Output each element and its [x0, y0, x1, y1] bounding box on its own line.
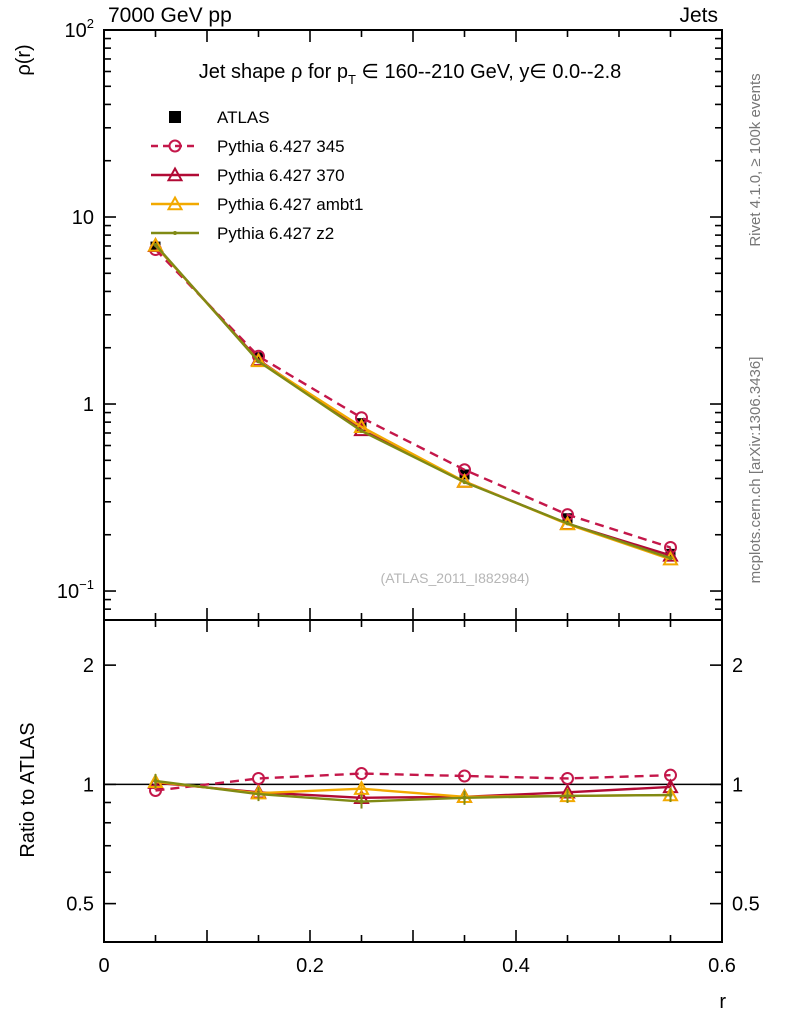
- legend-item-ambt1[interactable]: Pythia 6.427 ambt1: [151, 195, 363, 214]
- plot-title: Jet shape ρ for pT ∈ 160--210 GeV, y∈ 0.…: [199, 61, 622, 87]
- series-p370: [147, 237, 679, 562]
- marker-triangle: [147, 236, 164, 252]
- main-y-axis: 10−1 1 10 102 ρ(r): [13, 16, 722, 621]
- side-note-rivet: Rivet 4.1.0, ≥ 100k events: [747, 73, 764, 246]
- legend-label: ATLAS: [217, 108, 270, 127]
- marker-dot: [256, 359, 261, 364]
- side-notes: Rivet 4.1.0, ≥ 100k events mcplots.cern.c…: [747, 73, 764, 583]
- x-tick-label: 0.2: [296, 955, 324, 977]
- legend-label: Pythia 6.427 z2: [217, 224, 334, 243]
- axes-frames: [103, 29, 723, 943]
- legend-item-data[interactable]: ATLAS: [169, 108, 270, 127]
- legend-item-p370[interactable]: Pythia 6.427 370: [151, 166, 345, 185]
- marker-dot: [668, 793, 673, 798]
- marker-triangle: [250, 352, 267, 368]
- legend: ATLAS Pythia 6.427 345 Pythia 6.427 370 Pyt…: [151, 108, 363, 243]
- series-line: [154, 244, 671, 561]
- y-tick-label: 10−1: [57, 577, 94, 603]
- marker-square: [253, 352, 264, 363]
- series-p345: [149, 243, 677, 554]
- ratio-y-axis: 0.5 0.5 1 1 2 2 Ratio to ATLAS: [17, 655, 760, 943]
- marker-triangle: [166, 166, 184, 182]
- main-y-axis-label: ρ(r): [13, 44, 35, 75]
- plot-title: Jet shape ρ for pT ∈ 160--210 GeV, y∈ 0.…: [199, 61, 622, 87]
- ratio-x-axis: 0 0.2 0.4 0.6 r: [98, 620, 736, 1013]
- legend-item-z2[interactable]: Pythia 6.427 z2: [151, 224, 334, 243]
- ratio-y-tick-label: 1: [83, 774, 94, 796]
- header-left: 7000 GeV pp: [108, 4, 232, 27]
- watermark: (ATLAS_2011_I882984): [381, 570, 530, 586]
- series-ambt1: [147, 236, 679, 566]
- x-tick-label: 0.6: [708, 955, 736, 977]
- marker-dot: [359, 799, 364, 804]
- marker-circle: [168, 139, 182, 153]
- ratio-y-tick-label-right: 2: [732, 655, 743, 677]
- x-axis-label: r: [719, 991, 726, 1013]
- marker-dot: [153, 778, 158, 783]
- ratio-y-axis-label: Ratio to ATLAS: [17, 722, 39, 857]
- series-line: [154, 248, 671, 549]
- header-right: Jets: [679, 4, 718, 27]
- legend-label: Pythia 6.427 345: [217, 137, 345, 156]
- series-line: [154, 244, 671, 560]
- marker-dot: [462, 795, 467, 800]
- marker-dot: [565, 521, 570, 526]
- marker-dot: [359, 428, 364, 433]
- main-series: [147, 236, 679, 566]
- marker-dot: [565, 793, 570, 798]
- marker-dot: [462, 480, 467, 485]
- marker-circle: [355, 767, 368, 781]
- x-tick-label: 0.4: [502, 955, 530, 977]
- legend-label: Pythia 6.427 ambt1: [217, 195, 363, 214]
- series-data: [150, 241, 676, 559]
- ratio-line: [155, 779, 671, 803]
- ratio-line: [155, 772, 671, 792]
- watermark-text: (ATLAS_2011_I882984): [381, 570, 530, 586]
- legend-swatch-square: [169, 111, 181, 123]
- legend-label: Pythia 6.427 370: [217, 166, 345, 185]
- ratio-y-tick-label: 2: [83, 655, 94, 677]
- marker-dot: [668, 556, 673, 561]
- marker-dot: [153, 242, 158, 247]
- main-x-axis: [103, 30, 723, 620]
- marker-triangle: [662, 546, 679, 562]
- ratio-y-tick-label-right: 0.5: [732, 894, 760, 916]
- marker-triangle: [662, 550, 679, 566]
- ratio-panel-frame: [103, 619, 723, 943]
- x-tick-label: 0: [98, 955, 109, 977]
- y-tick-label: 10: [72, 207, 94, 229]
- series-line: [154, 244, 671, 557]
- side-note-mcplots: mcplots.cern.ch [arXiv:1306.3436]: [747, 357, 764, 584]
- marker-dot: [173, 231, 177, 235]
- marker-circle: [458, 769, 471, 783]
- series-z2: [153, 242, 673, 561]
- legend-item-p345[interactable]: Pythia 6.427 345: [151, 137, 345, 156]
- marker-triangle: [353, 780, 370, 795]
- y-tick-label: 1: [83, 394, 94, 416]
- ratio-series: [147, 767, 679, 809]
- main-panel-frame: [103, 29, 723, 621]
- marker-triangle: [166, 195, 184, 211]
- ratio-y-tick-label: 0.5: [66, 894, 94, 916]
- marker-dot: [256, 792, 261, 797]
- header: 7000 GeV pp Jets: [108, 4, 718, 27]
- marker-circle: [561, 508, 574, 522]
- ratio-series-z2: [153, 773, 673, 809]
- ratio-y-tick-label-right: 1: [732, 774, 743, 796]
- y-tick-label: 102: [65, 16, 94, 42]
